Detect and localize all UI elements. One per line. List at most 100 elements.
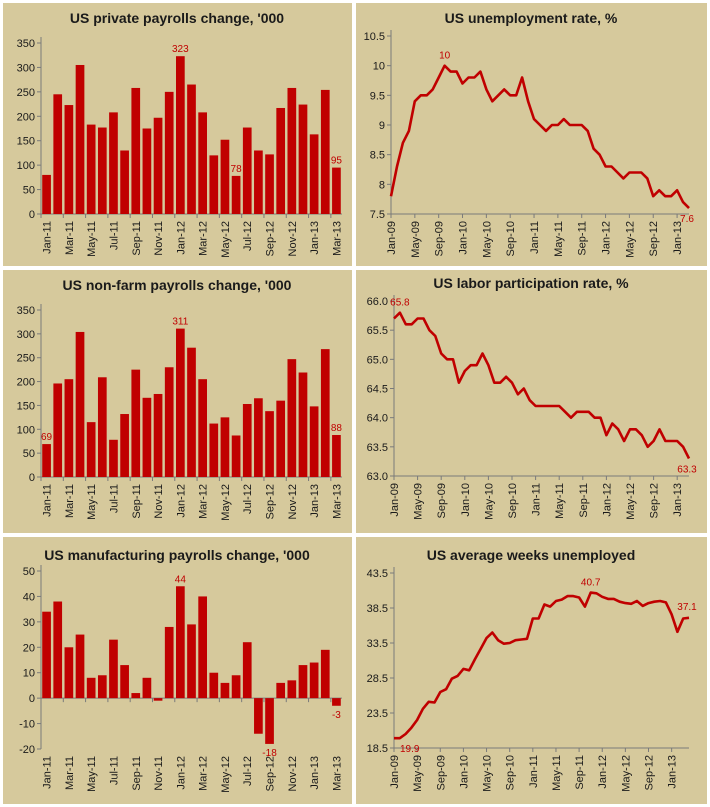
x-tick-label: Mar-12: [198, 756, 210, 791]
x-tick-label: Sep-11: [131, 221, 143, 256]
bar-Nov-11: [153, 117, 163, 214]
bar-May-11: [86, 124, 96, 214]
y-tick-label: 250: [17, 87, 35, 99]
bar-Apr-12: [209, 155, 219, 214]
bar-Feb-12: [187, 84, 196, 215]
bar-Sep-12: [265, 698, 274, 744]
bar-Mar-13: [332, 698, 341, 706]
bar-Jan-12: [176, 586, 185, 699]
data-label: 95: [331, 156, 343, 167]
x-tick-label: May-11: [86, 221, 98, 257]
y-tick-label: 40: [23, 591, 35, 603]
x-tick-label: Jul-12: [242, 484, 254, 514]
bar-Jan-11: [42, 611, 51, 699]
y-tick-label: 200: [17, 111, 35, 123]
x-tick-label: Sep-12: [265, 221, 277, 256]
x-tick-label: Mar-11: [64, 484, 76, 518]
bar-Jun-11: [97, 127, 107, 214]
y-tick-label: 10: [23, 668, 35, 680]
chart-title: US manufacturing payrolls change, '000: [44, 547, 310, 563]
bar-Dec-11: [164, 367, 174, 477]
bar-Sep-11: [131, 693, 141, 699]
panel-participation-rate: US labor participation rate, % 63.0 63.5 64…: [356, 270, 707, 533]
y-tick-label: 0: [29, 472, 35, 484]
x-tick-label: Nov-11: [153, 756, 165, 791]
x-tick-label: Jan-09: [389, 755, 401, 789]
bar-May-12: [220, 139, 230, 214]
bar-Feb-13: [320, 349, 330, 477]
bar-Jan-13: [309, 406, 319, 477]
x-tick-label: May-10: [483, 483, 495, 520]
bar-Aug-12: [254, 698, 263, 734]
x-tick-label: Mar-13: [331, 221, 343, 256]
x-tick-label: Jan-12: [175, 756, 187, 790]
bar-Mar-11: [64, 647, 74, 699]
x-tick-label: Nov-11: [153, 484, 165, 519]
x-tick-label: Sep-10: [507, 483, 519, 518]
chart-title: US labor participation rate, %: [433, 275, 629, 291]
bar-Dec-11: [164, 91, 174, 214]
x-tick-label: May-11: [86, 756, 98, 792]
x-tick-label: Sep-12: [265, 756, 277, 791]
panel-nonfarm-payrolls: US non-farm payrolls change, '000 0 50 100 1…: [3, 270, 352, 533]
chart-title: US average weeks unemployed: [427, 547, 636, 563]
y-tick-label: 50: [23, 566, 35, 578]
y-tick-label: 65.5: [367, 325, 388, 337]
y-tick-label: 0: [29, 693, 35, 705]
chart-weeks-unemployed: US average weeks unemployed 18.5 23.5 28.5 3…: [367, 547, 698, 792]
data-label: 10: [439, 51, 451, 62]
bar-Mar-13: [332, 435, 341, 477]
x-tick-label: Jan-10: [458, 755, 470, 789]
x-tick-label: Sep-12: [648, 221, 660, 256]
series-line: [389, 64, 690, 210]
y-tick-label: -10: [19, 719, 35, 731]
bar-Aug-12: [254, 150, 263, 214]
x-tick-label: Mar-11: [64, 221, 76, 255]
panel-unemployment-rate: US unemployment rate, % 7.5 8 8.5 9 9.5 10 10.5…: [356, 3, 707, 266]
y-tick-label: 200: [17, 377, 35, 389]
y-tick-label: 63.5: [367, 442, 388, 454]
x-tick-label: Jan-09: [389, 483, 401, 517]
y-tick-label: 64.5: [367, 384, 388, 396]
bar-Sep-12: [265, 154, 274, 214]
y-tick-label: 350: [17, 38, 35, 50]
x-tick-label: Jan-12: [601, 483, 613, 517]
bar-Oct-12: [276, 107, 286, 214]
bar-Nov-12: [287, 87, 297, 214]
x-tick-label: Sep-12: [265, 484, 277, 519]
x-tick-label: Nov-12: [287, 484, 299, 519]
x-tick-label: Jul-11: [108, 221, 120, 250]
y-tick-label: 250: [17, 353, 35, 365]
x-tick-label: Jan-12: [175, 484, 187, 518]
x-tick-label: Jan-13: [672, 221, 684, 255]
y-tick-label: 150: [17, 136, 35, 148]
y-tick-label: 50: [23, 448, 35, 460]
x-tick-label: Sep-10: [505, 755, 517, 790]
series-line: [393, 311, 691, 460]
x-tick-label: May-12: [220, 756, 232, 793]
x-tick-label: Jan-11: [42, 484, 54, 517]
bar-Feb-11: [53, 94, 63, 214]
x-tick-label: May-12: [220, 221, 232, 258]
x-tick-label: Nov-12: [287, 221, 299, 256]
bar-Dec-12: [298, 372, 308, 477]
y-tick-label: 50: [23, 185, 35, 197]
bar-May-11: [86, 677, 96, 699]
y-tick-label: 43.5: [367, 568, 388, 580]
bar-Feb-13: [320, 89, 330, 214]
x-tick-label: May-11: [553, 221, 565, 257]
bar-Jan-12: [176, 56, 185, 214]
x-tick-label: Jan-09: [386, 221, 398, 255]
y-tick-label: 18.5: [367, 743, 388, 755]
x-tick-label: Sep-09: [434, 221, 446, 256]
y-tick-label: 300: [17, 62, 35, 74]
x-tick-label: May-10: [481, 221, 493, 258]
bar-Oct-11: [142, 397, 152, 477]
y-tick-label: 300: [17, 329, 35, 341]
x-tick-label: Sep-11: [131, 756, 143, 791]
chart-participation-rate: US labor participation rate, % 63.0 63.5 64…: [367, 275, 698, 520]
x-tick-label: Sep-11: [131, 484, 143, 519]
data-label: 40.7: [581, 578, 601, 589]
bar-Nov-12: [287, 359, 297, 477]
